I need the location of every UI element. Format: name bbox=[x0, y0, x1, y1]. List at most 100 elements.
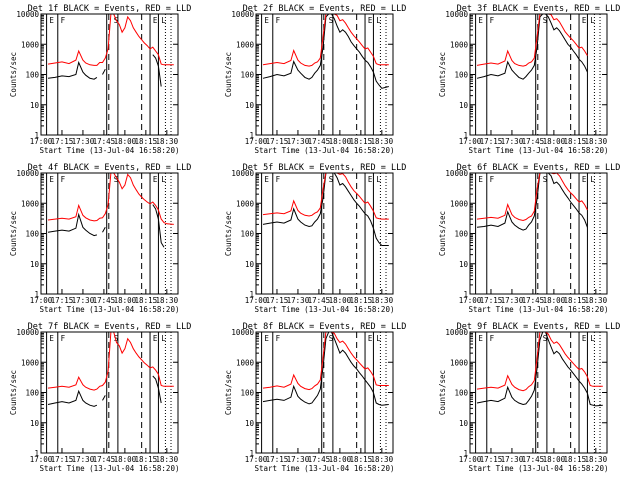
series-lld bbox=[47, 13, 174, 66]
y-tick-label: 10 bbox=[30, 260, 40, 269]
x-tick-label: 17:30 bbox=[501, 455, 524, 464]
x-tick-label: 18:30 bbox=[585, 455, 608, 464]
x-tick-label: 17:00 bbox=[459, 296, 482, 305]
marker-letter: S bbox=[329, 175, 334, 184]
panel-title: Det 7f BLACK = Events, RED = LLD bbox=[28, 322, 192, 332]
x-tick-label: 17:30 bbox=[72, 296, 95, 305]
marker-letter: F bbox=[61, 175, 66, 184]
x-axis-label: Start Time (13-Jul-04 16:58:20) bbox=[255, 146, 395, 155]
x-tick-label: 18:00 bbox=[543, 137, 566, 146]
y-axis-label: Counts/sec bbox=[224, 52, 233, 97]
y-tick-label: 1000 bbox=[21, 40, 40, 49]
marker-letter: L bbox=[161, 16, 166, 25]
marker-letter: F bbox=[61, 16, 66, 25]
x-tick-label: 17:00 bbox=[245, 137, 268, 146]
x-tick-label: 17:30 bbox=[72, 137, 95, 146]
marker-letter: F bbox=[61, 334, 66, 343]
y-tick-label: 1000 bbox=[450, 40, 469, 49]
x-axis-label: Start Time (13-Jul-04 16:58:20) bbox=[40, 146, 180, 155]
x-tick-label: 17:00 bbox=[30, 137, 53, 146]
marker-letter: L bbox=[376, 16, 381, 25]
x-tick-label: 17:00 bbox=[30, 455, 53, 464]
marker-letter: F bbox=[276, 16, 281, 25]
marker-letter: E bbox=[478, 16, 483, 25]
marker-letter: F bbox=[490, 16, 495, 25]
marker-letter: L bbox=[161, 175, 166, 184]
y-tick-label: 10 bbox=[245, 260, 255, 269]
y-tick-label: 10000 bbox=[445, 169, 468, 178]
x-tick-label: 17:45 bbox=[93, 137, 116, 146]
y-tick-label: 10 bbox=[30, 419, 40, 428]
marker-letter: L bbox=[376, 175, 381, 184]
marker-letter: E bbox=[153, 334, 158, 343]
marker-letter: L bbox=[590, 334, 595, 343]
x-tick-label: 17:15 bbox=[51, 455, 74, 464]
y-tick-label: 1000 bbox=[21, 358, 40, 367]
panel-title: Det 5f BLACK = Events, RED = LLD bbox=[243, 163, 407, 173]
y-tick-label: 1 bbox=[249, 131, 254, 140]
y-tick-label: 1 bbox=[249, 449, 254, 458]
marker-letter: E bbox=[478, 175, 483, 184]
x-tick-label: 18:30 bbox=[585, 137, 608, 146]
panel-title: Det 4f BLACK = Events, RED = LLD bbox=[28, 163, 192, 173]
marker-letter: S bbox=[114, 175, 119, 184]
y-axis-label: Counts/sec bbox=[9, 211, 18, 256]
x-tick-label: 18:00 bbox=[329, 137, 352, 146]
x-tick-label: 17:15 bbox=[480, 137, 503, 146]
x-tick-label: 18:15 bbox=[350, 296, 373, 305]
x-tick-label: 18:30 bbox=[371, 455, 394, 464]
x-axis-label: Start Time (13-Jul-04 16:58:20) bbox=[255, 464, 395, 473]
x-tick-label: 17:15 bbox=[266, 296, 289, 305]
x-tick-label: 18:15 bbox=[564, 296, 587, 305]
x-tick-label: 18:15 bbox=[564, 137, 587, 146]
y-axis-label: Counts/sec bbox=[438, 370, 447, 415]
x-axis-label: Start Time (13-Jul-04 16:58:20) bbox=[469, 464, 609, 473]
x-tick-label: 17:15 bbox=[480, 296, 503, 305]
y-tick-label: 1000 bbox=[236, 40, 255, 49]
x-tick-label: 17:00 bbox=[245, 296, 268, 305]
x-tick-label: 17:30 bbox=[287, 137, 310, 146]
marker-letter: E bbox=[49, 16, 54, 25]
y-tick-label: 100 bbox=[240, 230, 254, 239]
x-tick-label: 18:30 bbox=[156, 455, 179, 464]
y-tick-label: 1 bbox=[34, 290, 39, 299]
x-tick-label: 17:15 bbox=[51, 296, 74, 305]
marker-letter: E bbox=[153, 175, 158, 184]
x-tick-label: 18:15 bbox=[135, 137, 158, 146]
marker-letter: S bbox=[329, 334, 334, 343]
marker-letter: L bbox=[376, 334, 381, 343]
x-tick-label: 18:00 bbox=[114, 296, 137, 305]
y-axis-label: Counts/sec bbox=[9, 370, 18, 415]
x-tick-label: 17:00 bbox=[459, 455, 482, 464]
y-tick-label: 10000 bbox=[16, 169, 39, 178]
y-tick-label: 10000 bbox=[231, 328, 254, 337]
y-tick-label: 100 bbox=[240, 389, 254, 398]
y-tick-label: 100 bbox=[25, 71, 39, 80]
marker-letter: S bbox=[543, 16, 548, 25]
x-tick-label: 18:00 bbox=[114, 137, 137, 146]
x-tick-label: 17:45 bbox=[93, 296, 116, 305]
x-axis-label: Start Time (13-Jul-04 16:58:20) bbox=[40, 464, 180, 473]
y-tick-label: 10000 bbox=[16, 10, 39, 19]
x-tick-label: 17:15 bbox=[266, 455, 289, 464]
x-tick-label: 17:30 bbox=[501, 137, 524, 146]
y-tick-label: 10000 bbox=[231, 10, 254, 19]
panel-title: Det 6f BLACK = Events, RED = LLD bbox=[457, 163, 621, 173]
x-tick-label: 18:30 bbox=[156, 137, 179, 146]
plot-frame bbox=[469, 172, 608, 295]
x-tick-label: 17:45 bbox=[308, 296, 331, 305]
y-tick-label: 1 bbox=[34, 131, 39, 140]
series-events bbox=[262, 13, 389, 89]
series-events bbox=[476, 331, 603, 407]
x-axis-label: Start Time (13-Jul-04 16:58:20) bbox=[40, 305, 180, 314]
y-tick-label: 1000 bbox=[21, 199, 40, 208]
marker-letter: L bbox=[161, 334, 166, 343]
y-tick-label: 10 bbox=[245, 419, 255, 428]
series-lld bbox=[476, 331, 603, 392]
y-tick-label: 1 bbox=[34, 449, 39, 458]
